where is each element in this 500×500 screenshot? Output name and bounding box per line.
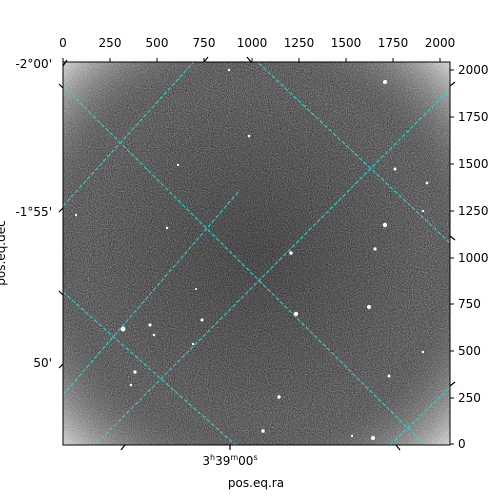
star (382, 222, 388, 228)
y-axis-label: pos.eq.dec (0, 220, 8, 285)
star (133, 370, 137, 374)
right-tick-label: 500 (458, 344, 481, 358)
star (191, 342, 195, 346)
star (367, 305, 371, 309)
star (247, 134, 251, 138)
star (200, 318, 204, 322)
right-tick-label: 2000 (458, 63, 489, 77)
top-tick-labels: 0 250 500 750 1000 1250 1500 1750 2000 (59, 36, 455, 50)
star (393, 167, 397, 171)
right-tick-labels: 2000 1750 1500 1250 1000 750 500 250 0 (458, 63, 489, 451)
star-field (74, 68, 429, 440)
right-axis (450, 69, 454, 445)
top-tick-label: 2000 (425, 36, 456, 50)
sky-image (63, 62, 450, 445)
right-tick-label: 250 (458, 391, 481, 405)
plot-frame (62, 61, 451, 446)
left-tick-label: -1°55' (15, 205, 52, 219)
top-tick-label: 1250 (284, 36, 315, 50)
star (421, 209, 425, 213)
star (421, 350, 425, 354)
star (373, 247, 377, 251)
right-tick-label: 1250 (458, 204, 489, 218)
top-tick-label: 1000 (237, 36, 268, 50)
right-tick-label: 1750 (458, 110, 489, 124)
right-tick-label: 1000 (458, 251, 489, 265)
left-axis (58, 59, 68, 369)
star (289, 251, 293, 255)
top-wcs-ticks (203, 56, 252, 63)
star (425, 181, 429, 185)
left-tick-label: 50' (33, 356, 52, 370)
top-tick-label: 250 (99, 36, 122, 50)
top-tick-label: 0 (59, 36, 67, 50)
right-tick-label: 1500 (458, 157, 489, 171)
coordinate-grid (63, 62, 450, 445)
star (176, 163, 180, 167)
star (148, 323, 152, 327)
star (152, 333, 156, 337)
bottom-tick-label-ra: 3h39m00s (202, 453, 257, 468)
star (387, 374, 391, 378)
bottom-axis (120, 444, 401, 451)
star (350, 434, 354, 438)
top-axis (62, 58, 441, 62)
star (129, 383, 133, 387)
star (371, 436, 375, 440)
star (383, 80, 387, 84)
right-tick-label: 0 (458, 437, 466, 451)
star (74, 213, 78, 217)
star (227, 68, 231, 72)
left-tick-label: -2°00' (15, 57, 52, 71)
top-tick-label: 500 (146, 36, 169, 50)
right-tick-label: 750 (458, 297, 481, 311)
left-tick-labels: -2°00' -1°55' 50' (15, 57, 52, 370)
x-axis-label: pos.eq.ra (228, 476, 284, 490)
right-wcs-ticks (449, 81, 456, 387)
star (165, 226, 169, 230)
top-tick-label: 1500 (331, 36, 362, 50)
star (195, 288, 197, 290)
star (120, 326, 126, 332)
star (277, 395, 281, 399)
star (293, 311, 299, 317)
top-tick-label: 1750 (378, 36, 409, 50)
top-tick-label: 750 (193, 36, 216, 50)
star (261, 429, 265, 433)
